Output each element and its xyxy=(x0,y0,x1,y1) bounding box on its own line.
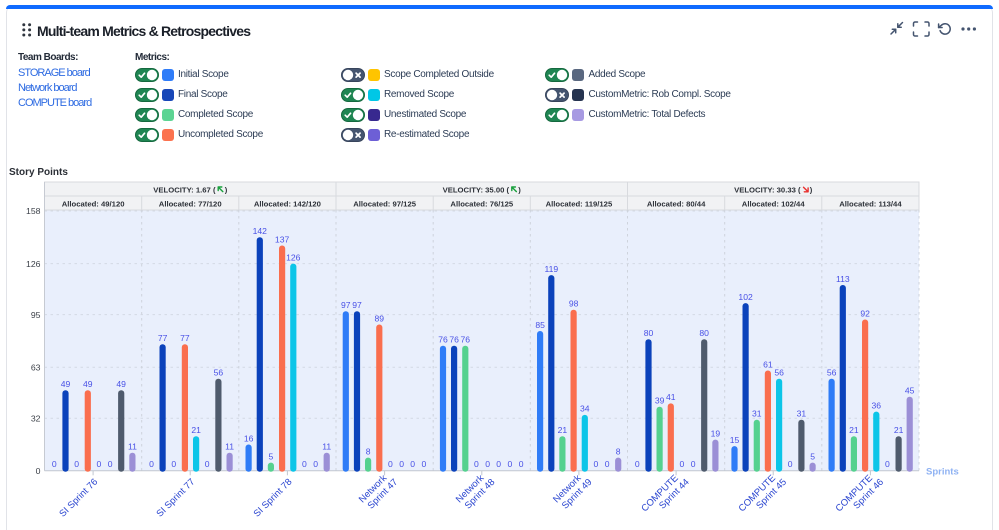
svg-text:119: 119 xyxy=(544,264,558,274)
svg-text:0: 0 xyxy=(788,459,793,469)
svg-text:Allocated: 80/44: Allocated: 80/44 xyxy=(647,199,706,208)
svg-text:0: 0 xyxy=(97,459,102,469)
svg-text:Story Points: Story Points xyxy=(9,167,68,178)
svg-text:45: 45 xyxy=(905,386,915,396)
svg-text:137: 137 xyxy=(275,234,290,244)
svg-text:15: 15 xyxy=(730,435,740,445)
svg-text:0: 0 xyxy=(108,459,113,469)
svg-text:Allocated: 113/44: Allocated: 113/44 xyxy=(839,199,902,208)
svg-text:Allocated: 102/44: Allocated: 102/44 xyxy=(742,199,806,208)
svg-text:0: 0 xyxy=(496,459,501,469)
svg-text:0: 0 xyxy=(302,459,307,469)
svg-text:39: 39 xyxy=(655,396,665,406)
svg-text:0: 0 xyxy=(205,459,210,469)
svg-text:21: 21 xyxy=(191,425,201,435)
svg-text:0: 0 xyxy=(36,466,41,476)
svg-text:11: 11 xyxy=(128,442,137,452)
svg-text:36: 36 xyxy=(872,400,882,410)
svg-text:SI Sprint 77: SI Sprint 77 xyxy=(154,477,197,520)
svg-text:0: 0 xyxy=(594,459,599,469)
svg-text:92: 92 xyxy=(860,308,870,318)
svg-text:113: 113 xyxy=(836,274,850,284)
svg-text:89: 89 xyxy=(375,313,385,323)
svg-text:41: 41 xyxy=(666,392,676,402)
svg-text:SI Sprint 78: SI Sprint 78 xyxy=(252,477,295,520)
svg-text:97: 97 xyxy=(341,300,351,310)
svg-text:77: 77 xyxy=(180,333,190,343)
svg-text:63: 63 xyxy=(31,362,41,372)
svg-text:19: 19 xyxy=(711,428,721,438)
svg-text:5: 5 xyxy=(269,451,274,461)
svg-text:80: 80 xyxy=(644,328,654,338)
svg-text:0: 0 xyxy=(149,459,154,469)
svg-text:95: 95 xyxy=(31,310,41,320)
svg-text:49: 49 xyxy=(116,379,126,389)
svg-text:97: 97 xyxy=(352,300,362,310)
svg-text:Sprints: Sprints xyxy=(926,466,959,477)
svg-text:0: 0 xyxy=(313,459,318,469)
svg-text:126: 126 xyxy=(26,259,41,269)
svg-text:SI Sprint 76: SI Sprint 76 xyxy=(57,477,100,520)
svg-text:0: 0 xyxy=(399,459,404,469)
svg-text:49: 49 xyxy=(83,379,93,389)
svg-text:): ) xyxy=(225,185,228,194)
svg-text:): ) xyxy=(518,185,521,194)
svg-text:0: 0 xyxy=(410,459,415,469)
svg-text:21: 21 xyxy=(849,425,859,435)
svg-text:56: 56 xyxy=(827,368,837,378)
svg-text:8: 8 xyxy=(616,446,621,456)
svg-text:32: 32 xyxy=(31,413,41,423)
svg-text:5: 5 xyxy=(810,451,815,461)
svg-text:158: 158 xyxy=(26,206,41,216)
svg-text:Allocated: 142/120: Allocated: 142/120 xyxy=(254,199,321,208)
svg-text:21: 21 xyxy=(558,425,568,435)
svg-text:0: 0 xyxy=(691,459,696,469)
svg-text:0: 0 xyxy=(422,459,427,469)
svg-text:56: 56 xyxy=(774,368,784,378)
svg-text:76: 76 xyxy=(461,335,471,345)
svg-text:0: 0 xyxy=(508,459,513,469)
svg-text:77: 77 xyxy=(158,333,168,343)
svg-text:0: 0 xyxy=(605,459,610,469)
svg-text:VELOCITY: 30.33 (: VELOCITY: 30.33 ( xyxy=(734,185,801,194)
svg-text:VELOCITY: 1.67 (: VELOCITY: 1.67 ( xyxy=(153,185,216,194)
svg-text:102: 102 xyxy=(738,292,753,302)
svg-text:Allocated: 77/120: Allocated: 77/120 xyxy=(159,199,222,208)
svg-text:76: 76 xyxy=(438,335,448,345)
svg-text:8: 8 xyxy=(366,446,371,456)
svg-text:80: 80 xyxy=(699,328,709,338)
svg-text:126: 126 xyxy=(286,252,301,262)
svg-text:Allocated: 119/125: Allocated: 119/125 xyxy=(546,199,613,208)
svg-text:76: 76 xyxy=(449,335,459,345)
svg-text:56: 56 xyxy=(214,368,224,378)
svg-text:0: 0 xyxy=(474,459,479,469)
svg-text:0: 0 xyxy=(885,459,890,469)
svg-text:Allocated: 97/125: Allocated: 97/125 xyxy=(353,199,417,208)
svg-text:0: 0 xyxy=(680,459,685,469)
svg-text:16: 16 xyxy=(244,433,254,443)
svg-text:0: 0 xyxy=(519,459,524,469)
svg-text:11: 11 xyxy=(225,442,234,452)
svg-text:21: 21 xyxy=(894,425,904,435)
svg-text:61: 61 xyxy=(763,359,773,369)
svg-text:49: 49 xyxy=(61,379,71,389)
svg-text:0: 0 xyxy=(74,459,79,469)
svg-text:0: 0 xyxy=(485,459,490,469)
svg-text:31: 31 xyxy=(797,409,807,419)
svg-text:0: 0 xyxy=(52,459,57,469)
svg-text:0: 0 xyxy=(635,459,640,469)
svg-text:0: 0 xyxy=(171,459,176,469)
svg-text:VELOCITY: 35.00 (: VELOCITY: 35.00 ( xyxy=(443,185,510,194)
svg-text:0: 0 xyxy=(388,459,393,469)
svg-text:34: 34 xyxy=(580,404,590,414)
svg-text:): ) xyxy=(810,185,813,194)
svg-text:85: 85 xyxy=(535,320,545,330)
svg-text:Allocated: 76/125: Allocated: 76/125 xyxy=(450,199,514,208)
svg-text:98: 98 xyxy=(569,299,579,309)
svg-text:Allocated: 49/120: Allocated: 49/120 xyxy=(62,199,125,208)
svg-text:142: 142 xyxy=(253,226,268,236)
svg-text:11: 11 xyxy=(322,442,331,452)
svg-text:31: 31 xyxy=(752,409,762,419)
